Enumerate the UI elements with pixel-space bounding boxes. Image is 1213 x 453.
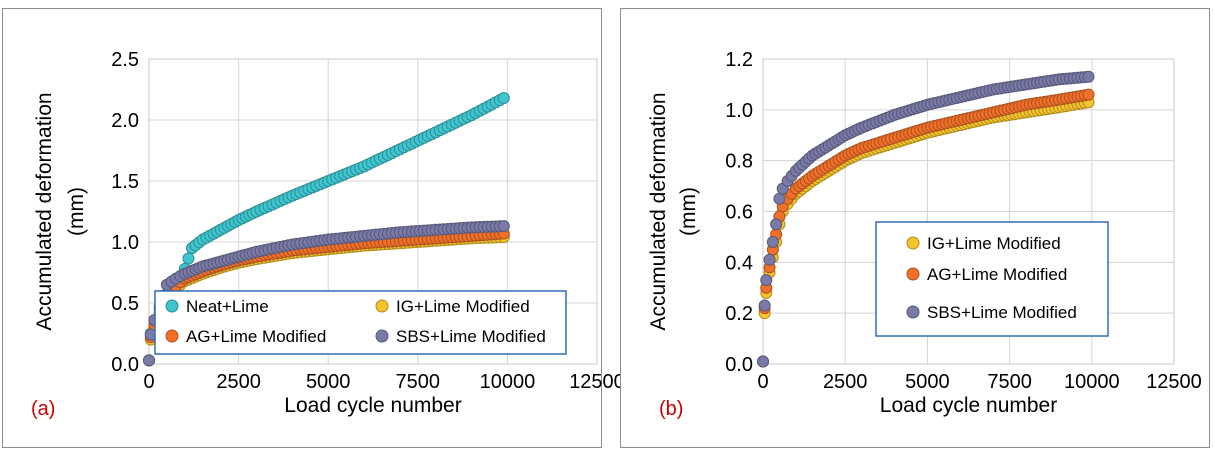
legend-marker — [906, 267, 920, 281]
y-axis-title-line1: Accumulated deformation — [647, 92, 670, 330]
x-tick-label: 12500 — [1146, 371, 1202, 393]
y-tick-label: 2.5 — [111, 49, 139, 71]
series-sbs-lime-modified — [143, 220, 510, 367]
data-point — [758, 299, 771, 312]
legend-marker — [165, 299, 179, 313]
data-point — [757, 355, 769, 368]
legend-label: AG+Lime Modified — [186, 327, 326, 346]
chart-panel-a: 0 2500 5000 7500 10000 12500 0.0 0.5 1.0 1.5 2.0 2.… — [2, 8, 625, 448]
x-tick-label: 7500 — [987, 371, 1032, 393]
x-tick-label: 5000 — [306, 371, 351, 393]
legend-label: IG+Lime Modified — [396, 297, 530, 316]
panel-label: (a) — [31, 398, 55, 420]
data-point — [143, 354, 155, 367]
data-point — [1082, 88, 1095, 101]
legend: Neat+Lime IG+Lime Modified AG+Lime Modifie… — [154, 290, 567, 355]
y-tick-label: 0.2 — [725, 303, 753, 325]
y-tick-label: 2.0 — [111, 110, 139, 132]
chart-panel-b: 0 2500 5000 7500 10000 12500 0.0 0.2 0.4 0.6 0.8 1.… — [620, 8, 1210, 448]
x-tick-label: 10000 — [480, 371, 536, 393]
plot-border — [148, 58, 598, 365]
x-tick-label: 5000 — [905, 371, 950, 393]
legend-marker — [165, 329, 179, 343]
legend-marker — [375, 329, 389, 343]
chart-a-svg: 0 2500 5000 7500 10000 12500 0.0 0.5 1.0 1.5 2.0 2.… — [31, 49, 625, 420]
y-tick-label: 1.5 — [111, 171, 139, 193]
data-point — [1082, 70, 1095, 83]
chart-b-svg: 0 2500 5000 7500 10000 12500 0.0 0.2 0.4 0.6 0.8 1.… — [647, 49, 1202, 420]
legend-marker — [375, 299, 389, 313]
y-tick-label: 0.6 — [725, 202, 753, 224]
x-axis-title: Load cycle number — [880, 394, 1057, 417]
legend: IG+Lime Modified AG+Lime Modified SBS+Lime… — [875, 221, 1109, 337]
y-tick-label: 0.5 — [111, 293, 139, 315]
y-axis-title-line1: Accumulated deformation — [33, 92, 56, 330]
x-tick-label: 0 — [143, 371, 154, 393]
y-axis-title-line2: (mm) — [65, 187, 88, 236]
legend-marker — [906, 236, 920, 250]
data-point — [497, 220, 510, 233]
data-point — [760, 274, 773, 287]
y-tick-label: 0.4 — [725, 252, 753, 274]
y-tick-label: 1.2 — [725, 49, 753, 71]
x-axis-title: Load cycle number — [284, 394, 461, 417]
y-tick-label: 0.0 — [725, 354, 753, 376]
data-point — [763, 253, 776, 266]
x-tick-label: 10000 — [1064, 371, 1120, 393]
plot-border — [762, 58, 1175, 365]
y-tick-label: 0.0 — [111, 354, 139, 376]
y-tick-label: 0.8 — [725, 151, 753, 173]
legend-box — [154, 290, 567, 355]
legend-marker — [906, 305, 920, 319]
series-sbs-lime-modified — [757, 70, 1095, 368]
legend-label: SBS+Lime Modified — [396, 327, 546, 346]
x-tick-label: 2500 — [823, 371, 868, 393]
y-axis-title-line2: (mm) — [677, 187, 700, 236]
x-tick-label: 2500 — [216, 371, 261, 393]
legend-label: AG+Lime Modified — [927, 265, 1067, 284]
legend-label: SBS+Lime Modified — [927, 303, 1077, 322]
panel-label: (b) — [659, 398, 683, 420]
data-point — [182, 252, 195, 265]
legend-label: IG+Lime Modified — [927, 234, 1061, 253]
y-tick-label: 1.0 — [111, 232, 139, 254]
data-point — [770, 218, 783, 231]
x-tick-label: 0 — [757, 371, 768, 393]
data-point — [773, 192, 786, 205]
legend-label: Neat+Lime — [186, 297, 269, 316]
y-tick-label: 1.0 — [725, 100, 753, 122]
x-tick-label: 12500 — [569, 371, 625, 393]
x-tick-label: 7500 — [396, 371, 441, 393]
data-point — [766, 236, 779, 248]
data-point — [497, 92, 510, 105]
